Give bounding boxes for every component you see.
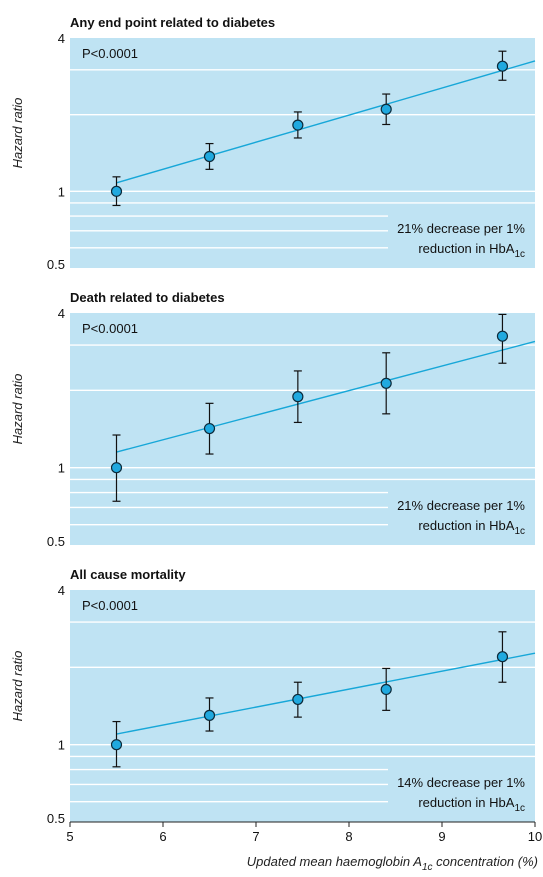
chart-panel-2: Death related to diabetes Hazard ratio 0.5… bbox=[10, 290, 536, 549]
panel-title: All cause mortality bbox=[70, 567, 186, 582]
y-tick-label: 1 bbox=[58, 738, 65, 753]
marker bbox=[496, 60, 509, 72]
y-axis-label: Hazard ratio bbox=[10, 98, 25, 169]
marker bbox=[292, 391, 304, 403]
p-value: P<0.0001 bbox=[82, 46, 138, 61]
data-point-4 bbox=[380, 667, 392, 711]
marker bbox=[496, 651, 509, 663]
x-tick-label: 5 bbox=[66, 829, 73, 844]
data-point-3 bbox=[292, 370, 304, 424]
annotation-line-2: reduction in HbA1c bbox=[418, 241, 525, 260]
p-value: P<0.0001 bbox=[82, 321, 138, 336]
marker bbox=[110, 462, 123, 474]
y-tick-label: 0.5 bbox=[47, 811, 65, 826]
x-tick-label: 9 bbox=[438, 829, 445, 844]
plot-area bbox=[70, 38, 535, 268]
annotation: 21% decrease per 1% reduction in HbA1c bbox=[397, 221, 525, 260]
y-tick-label: 1 bbox=[58, 184, 65, 199]
chart-panel-3: All cause mortality Hazard ratio 0.5 1 4 P<0.… bbox=[10, 567, 542, 844]
data-point-5 bbox=[496, 631, 509, 683]
marker bbox=[380, 683, 392, 696]
p-value: P<0.0001 bbox=[82, 598, 138, 613]
marker bbox=[292, 119, 304, 131]
marker bbox=[203, 709, 216, 721]
x-tick-label: 8 bbox=[345, 829, 352, 844]
y-tick-label: 4 bbox=[58, 31, 65, 46]
panel-title: Any end point related to diabetes bbox=[70, 15, 275, 30]
fit-line bbox=[116, 340, 536, 453]
y-tick-label: 4 bbox=[58, 306, 65, 321]
marker bbox=[203, 422, 216, 435]
data-point-3 bbox=[292, 111, 304, 139]
marker bbox=[110, 185, 123, 197]
annotation-line-2: reduction in HbA1c bbox=[418, 518, 525, 537]
x-tick-label: 6 bbox=[159, 829, 166, 844]
data-point-2 bbox=[203, 697, 216, 732]
marker bbox=[203, 150, 216, 163]
data-point-5 bbox=[496, 313, 509, 364]
marker bbox=[380, 377, 392, 389]
annotation-line-1: 21% decrease per 1% bbox=[397, 221, 525, 236]
marker bbox=[380, 103, 392, 115]
y-tick-label: 1 bbox=[58, 461, 65, 476]
data-point-1 bbox=[110, 720, 123, 768]
fit-line bbox=[116, 60, 536, 184]
fit-line bbox=[116, 652, 536, 735]
marker bbox=[292, 693, 304, 706]
annotation: 14% decrease per 1% reduction in HbA1c bbox=[397, 775, 525, 814]
data-point-1 bbox=[110, 434, 123, 502]
x-tick-label: 10 bbox=[528, 829, 542, 844]
y-tick-label: 0.5 bbox=[47, 257, 65, 272]
data-point-4 bbox=[380, 352, 392, 415]
annotation-line-2: reduction in HbA1c bbox=[418, 795, 525, 814]
marker bbox=[110, 739, 123, 751]
y-tick-label: 4 bbox=[58, 583, 65, 598]
y-tick-label: 0.5 bbox=[47, 534, 65, 549]
chart-panel-1: Any end point related to diabetes Hazard … bbox=[10, 15, 536, 272]
x-axis-label: Updated mean haemoglobin A1c concentrati… bbox=[247, 854, 538, 873]
annotation-line-1: 14% decrease per 1% bbox=[397, 775, 525, 790]
annotation-line-1: 21% decrease per 1% bbox=[397, 498, 525, 513]
data-point-1 bbox=[110, 176, 123, 207]
y-axis-label: Hazard ratio bbox=[10, 374, 25, 445]
y-axis-label: Hazard ratio bbox=[10, 651, 25, 722]
annotation: 21% decrease per 1% reduction in HbA1c bbox=[397, 498, 525, 537]
data-point-3 bbox=[292, 681, 304, 718]
data-point-2 bbox=[203, 402, 216, 455]
x-tick-label: 7 bbox=[252, 829, 259, 844]
data-point-4 bbox=[380, 93, 392, 126]
marker bbox=[496, 330, 509, 342]
data-point-2 bbox=[203, 142, 216, 170]
plot-area bbox=[70, 313, 535, 545]
panel-title: Death related to diabetes bbox=[70, 290, 225, 305]
data-point-5 bbox=[496, 50, 509, 81]
plot-area bbox=[70, 590, 535, 822]
